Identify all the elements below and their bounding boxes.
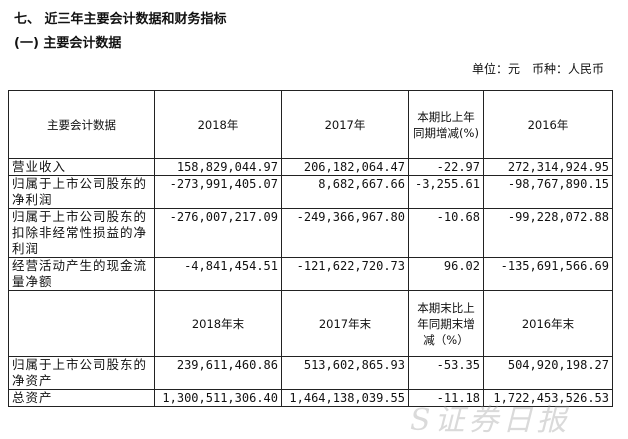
header-cell: 2018年末 xyxy=(154,290,282,357)
value-cell: 239,611,460.86 xyxy=(154,356,282,390)
header-cell: 2016年末 xyxy=(483,290,613,357)
value-cell: 1,722,453,526.53 xyxy=(483,389,613,407)
value-cell: -99,228,072.88 xyxy=(483,208,613,258)
value-cell: -4,841,454.51 xyxy=(154,257,282,291)
value-cell: 513,602,865.93 xyxy=(281,356,409,390)
value-cell: -249,366,967.80 xyxy=(281,208,409,258)
value-cell: -10.68 xyxy=(408,208,484,258)
table-row: 归属于上市公司股东的扣除非经常性损益的净利润 -276,007,217.09 -24… xyxy=(8,208,613,258)
value-cell: -11.18 xyxy=(408,389,484,407)
value-cell: 1,300,511,306.40 xyxy=(154,389,282,407)
value-cell: -273,991,405.07 xyxy=(154,175,282,209)
value-cell: 504,920,198.27 xyxy=(483,356,613,390)
table-row: 归属于上市公司股东的净利润 -273,991,405.07 8,682,667.66… xyxy=(8,175,613,209)
value-cell: -98,767,890.15 xyxy=(483,175,613,209)
table-header-row: 主要会计数据 2018年 2017年 本期比上年同期增减(%) 2016年 xyxy=(8,90,613,159)
header-cell: 本期比上年同期增减(%) xyxy=(408,90,484,159)
row-label: 归属于上市公司股东的净资产 xyxy=(8,356,155,390)
header-cell xyxy=(8,290,155,357)
value-cell: -135,691,566.69 xyxy=(483,257,613,291)
header-cell: 2017年 xyxy=(281,90,409,159)
table-row: 归属于上市公司股东的净资产 239,611,460.86 513,602,865.9… xyxy=(8,356,613,390)
value-cell: 96.02 xyxy=(408,257,484,291)
table-row: 经营活动产生的现金流量净额 -4,841,454.51 -121,622,720.7… xyxy=(8,257,613,291)
unit-note: 单位：元 币种：人民币 xyxy=(471,62,604,76)
header-cell: 本期末比上年同期末增减（%） xyxy=(408,290,484,357)
row-label: 归属于上市公司股东的扣除非经常性损益的净利润 xyxy=(8,208,155,258)
row-label: 经营活动产生的现金流量净额 xyxy=(8,257,155,291)
row-label: 总资产 xyxy=(8,389,155,407)
subsection-title: (一) 主要会计数据 xyxy=(14,36,122,51)
table-row: 总资产 1,300,511,306.40 1,464,138,039.55 -11.1… xyxy=(8,389,613,407)
row-label: 营业收入 xyxy=(8,158,155,176)
table-header-row: 2018年末 2017年末 本期末比上年同期末增减（%） 2016年末 xyxy=(8,290,613,357)
header-cell: 2017年末 xyxy=(281,290,409,357)
accounting-data-table: 主要会计数据 2018年 2017年 本期比上年同期增减(%) 2016年 营业… xyxy=(8,90,613,407)
value-cell: -3,255.61 xyxy=(408,175,484,209)
section-title: 七、 近三年主要会计数据和财务指标 xyxy=(14,12,227,27)
row-label: 归属于上市公司股东的净利润 xyxy=(8,175,155,209)
value-cell: 158,829,044.97 xyxy=(154,158,282,176)
value-cell: 272,314,924.95 xyxy=(483,158,613,176)
value-cell: -22.97 xyxy=(408,158,484,176)
value-cell: -121,622,720.73 xyxy=(281,257,409,291)
value-cell: -53.35 xyxy=(408,356,484,390)
value-cell: 206,182,064.47 xyxy=(281,158,409,176)
value-cell: 8,682,667.66 xyxy=(281,175,409,209)
table-row: 营业收入 158,829,044.97 206,182,064.47 -22.97 27… xyxy=(8,158,613,176)
header-cell: 2018年 xyxy=(154,90,282,159)
value-cell: 1,464,138,039.55 xyxy=(281,389,409,407)
value-cell: -276,007,217.09 xyxy=(154,208,282,258)
header-cell: 主要会计数据 xyxy=(8,90,155,159)
header-cell: 2016年 xyxy=(483,90,613,159)
